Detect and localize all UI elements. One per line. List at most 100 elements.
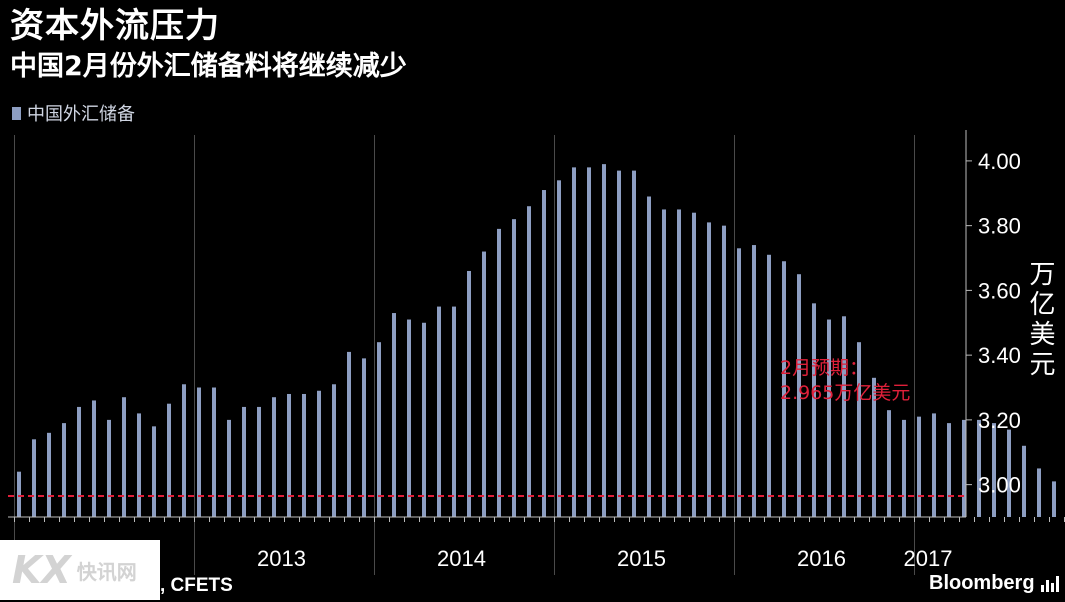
bars-group [17, 164, 1056, 518]
bar [122, 397, 126, 517]
y-tick-label: 3.00 [978, 473, 1021, 498]
bar [377, 342, 381, 517]
bar [767, 254, 771, 517]
bar [962, 419, 966, 517]
legend: 中国外汇储备 [12, 100, 135, 126]
bar [107, 419, 111, 517]
y-tick-label: 3.20 [978, 408, 1021, 433]
bar [422, 322, 426, 517]
axis-group [8, 130, 1065, 522]
bar [752, 245, 756, 517]
bar [947, 423, 951, 517]
bar [437, 306, 441, 517]
bar [362, 358, 366, 517]
y-tick-label: 3.80 [978, 214, 1021, 239]
bar [737, 248, 741, 517]
year-label: 2016 [797, 546, 846, 571]
bar [647, 196, 651, 517]
year-label: 2014 [437, 546, 486, 571]
bar [302, 393, 306, 517]
bar [692, 212, 696, 517]
bar [137, 413, 141, 517]
bar [542, 190, 546, 517]
bar [527, 206, 531, 517]
bar [482, 251, 486, 518]
bar [467, 270, 471, 517]
bar [677, 209, 681, 517]
legend-swatch [12, 106, 21, 120]
bar [1007, 429, 1011, 517]
bar [902, 419, 906, 517]
bar [167, 403, 171, 517]
chart-subtitle: 中国2月份外汇储备料将继续减少 [10, 51, 407, 82]
bar [1022, 445, 1026, 517]
bar [452, 306, 456, 517]
y-axis-label: 万亿美元 [1025, 260, 1055, 380]
bar-chart-icon [1040, 575, 1059, 592]
bar [782, 261, 786, 517]
bar [257, 406, 261, 517]
bar [932, 413, 936, 517]
bar [917, 416, 921, 517]
brand: Bloomberg [929, 572, 1059, 595]
annotation-line2: 2.965万亿美元 [780, 382, 910, 404]
year-label: 2017 [904, 546, 953, 571]
bar [572, 167, 576, 518]
watermark-logo: KX [12, 548, 71, 592]
bar [47, 432, 51, 517]
bar [407, 319, 411, 517]
bar [812, 303, 816, 517]
bar [287, 393, 291, 517]
source-text: , CFETS [160, 575, 233, 596]
brand-name: Bloomberg [929, 572, 1035, 594]
watermark: KX 快讯网 [0, 540, 160, 600]
bar [512, 219, 516, 517]
bar [557, 180, 561, 518]
bar [857, 342, 861, 517]
watermark-text: 快讯网 [76, 559, 137, 584]
bar [632, 170, 636, 517]
bar [887, 410, 891, 517]
bar [17, 471, 21, 517]
bar [827, 319, 831, 517]
bar [392, 313, 396, 517]
legend-label: 中国外汇储备 [27, 104, 135, 125]
bar [152, 426, 156, 517]
bar [242, 406, 246, 517]
bar [842, 316, 846, 517]
bar [32, 439, 36, 517]
bar [992, 423, 996, 517]
bar [1037, 468, 1041, 517]
bar [707, 222, 711, 517]
bar [977, 419, 981, 517]
year-label: 2013 [257, 546, 306, 571]
bar [587, 167, 591, 518]
bar [1052, 481, 1056, 517]
bar [332, 384, 336, 517]
bar [92, 400, 96, 517]
bar [197, 387, 201, 517]
bar [317, 390, 321, 517]
bar [617, 170, 621, 517]
y-tick-label: 4.00 [978, 149, 1021, 174]
grid-lines [14, 135, 915, 575]
bar [182, 384, 186, 517]
bar [272, 397, 276, 517]
bar [797, 274, 801, 517]
bar [722, 225, 726, 517]
bar [872, 377, 876, 517]
y-tick-label: 3.60 [978, 278, 1021, 303]
bar [347, 351, 351, 517]
chart-title: 资本外流压力 [10, 6, 220, 46]
bar [497, 228, 501, 518]
bar [602, 164, 606, 517]
annotation-line1: 2月预期： [780, 357, 868, 379]
labels-group: 3.003.203.403.603.804.00万亿美元201220132014… [77, 149, 1055, 571]
bar [212, 387, 216, 517]
year-label: 2015 [617, 546, 666, 571]
bar [227, 419, 231, 517]
y-tick-label: 3.40 [978, 343, 1021, 368]
bar [662, 209, 666, 517]
bar [62, 423, 66, 517]
